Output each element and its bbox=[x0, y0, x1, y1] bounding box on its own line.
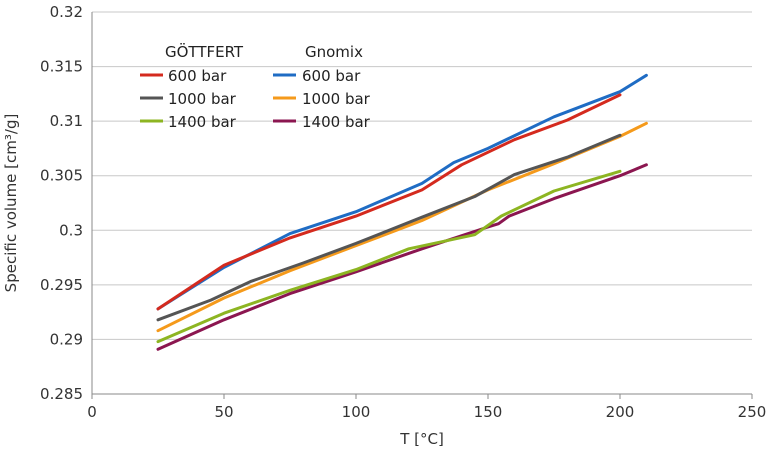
y-axis-label: Specific volume [cm³/g] bbox=[2, 114, 20, 293]
x-tick-label-3: 150 bbox=[474, 403, 503, 421]
x-tick-label-5: 250 bbox=[738, 403, 767, 421]
series-line-gttfert-1400 bbox=[156, 169, 622, 344]
legend: GÖTTFERT Gnomix 600 bar 1000 bar 1400 ba… bbox=[140, 42, 371, 131]
y-tick-labels: 0.285 0.29 0.295 0.3 0.305 0.31 0.315 0.32 bbox=[40, 3, 83, 403]
y-tick-label-2: 0.295 bbox=[40, 276, 83, 294]
legend-swatches bbox=[140, 73, 296, 123]
y-tick-label-6: 0.315 bbox=[40, 58, 83, 76]
legend-label-gottfert-1400: 1400 bar bbox=[168, 113, 237, 131]
y-tick-label-3: 0.3 bbox=[59, 221, 83, 239]
legend-label-gnomix-1400: 1400 bar bbox=[302, 113, 371, 131]
series-line-gttfert-600 bbox=[156, 93, 622, 311]
y-tick-label-0: 0.285 bbox=[40, 385, 83, 403]
x-tick-label-1: 50 bbox=[214, 403, 233, 421]
series-line-gttfert-1000 bbox=[156, 133, 622, 322]
y-tick-label-7: 0.32 bbox=[50, 3, 83, 21]
x-tick-label-4: 200 bbox=[606, 403, 635, 421]
legend-group-title-gnomix: Gnomix bbox=[305, 43, 363, 61]
legend-label-gottfert-1000: 1000 bar bbox=[168, 90, 237, 108]
legend-label-gnomix-600: 600 bar bbox=[302, 67, 361, 85]
gridlines bbox=[92, 11, 752, 395]
x-tick-labels: 0 50 100 150 200 250 bbox=[87, 403, 766, 421]
legend-label-gnomix-1000: 1000 bar bbox=[302, 90, 371, 108]
legend-label-gottfert-600: 600 bar bbox=[168, 67, 227, 85]
y-tick-label-5: 0.31 bbox=[50, 112, 83, 130]
y-tick-label-1: 0.29 bbox=[50, 330, 83, 348]
axes bbox=[91, 12, 753, 399]
x-tick-label-2: 100 bbox=[342, 403, 371, 421]
x-axis-label: T [°C] bbox=[399, 430, 444, 448]
x-tick-label-0: 0 bbox=[87, 403, 97, 421]
series-lines bbox=[156, 73, 648, 351]
y-tick-label-4: 0.305 bbox=[40, 167, 83, 185]
legend-group-title-gottfert: GÖTTFERT bbox=[165, 42, 244, 61]
